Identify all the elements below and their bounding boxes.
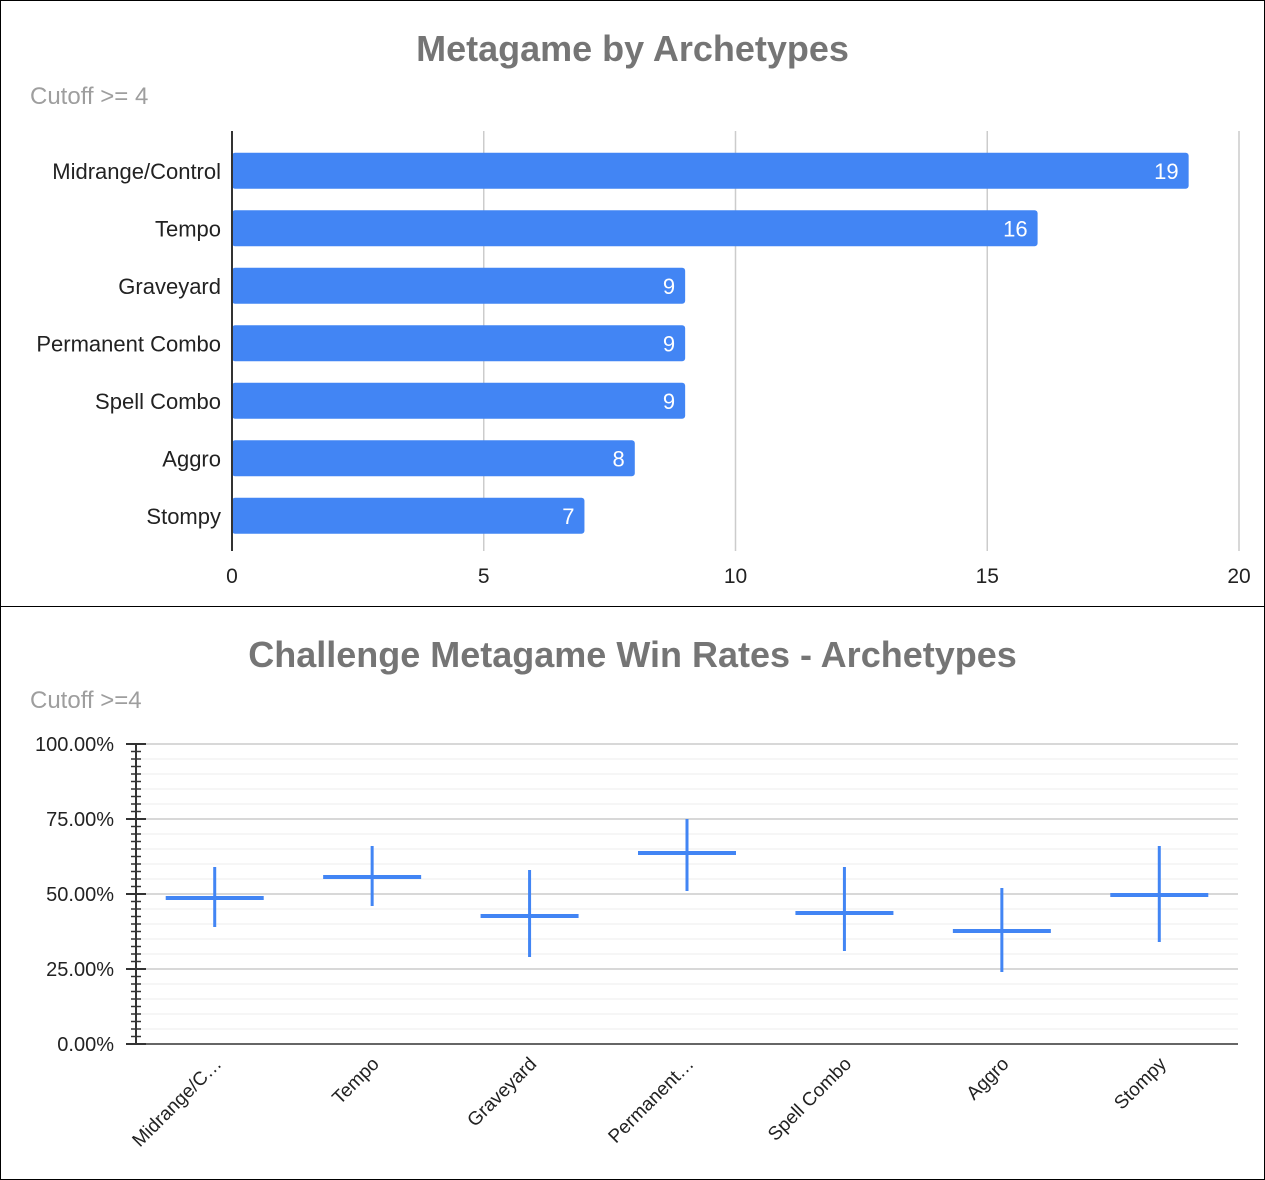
candle-y-tick-label: 100.00% bbox=[35, 734, 114, 756]
bar bbox=[232, 210, 1038, 247]
bar-data-label: 8 bbox=[613, 446, 625, 471]
bar-category-label: Spell Combo bbox=[95, 389, 221, 414]
candle-category-label: Stompy bbox=[1110, 1053, 1171, 1114]
metagame-bar-chart-panel: Metagame by Archetypes Cutoff >= 4 0 5 10 1… bbox=[0, 0, 1265, 607]
win-rate-candlestick-panel: Challenge Metagame Win Rates - Archetype… bbox=[0, 606, 1265, 1180]
candle-body bbox=[165, 896, 264, 900]
candle-category-label: Tempo bbox=[329, 1054, 384, 1109]
bar-data-label: 7 bbox=[562, 504, 574, 529]
candle-body bbox=[795, 911, 894, 915]
bar-x-tick-label: 0 bbox=[226, 565, 238, 588]
candle-category-label: Permanent… bbox=[605, 1054, 699, 1148]
bar bbox=[232, 152, 1189, 189]
bar-x-tick-label: 5 bbox=[478, 565, 490, 588]
candle-body bbox=[323, 875, 422, 879]
candle-category-label: Midrange/C… bbox=[129, 1054, 227, 1152]
candle-y-tick-label: 75.00% bbox=[46, 809, 114, 831]
candle-body bbox=[638, 851, 736, 855]
candle-category-label: Aggro bbox=[963, 1054, 1014, 1105]
bar bbox=[232, 325, 686, 362]
bar-chart-subtitle: Cutoff >= 4 bbox=[30, 83, 149, 110]
bar-x-tick-label: 15 bbox=[976, 565, 999, 588]
bar-category-label: Aggro bbox=[162, 446, 221, 471]
bar-data-label: 19 bbox=[1154, 159, 1178, 184]
bar bbox=[232, 497, 585, 534]
candle-y-tick-label: 0.00% bbox=[57, 1034, 114, 1056]
bar-category-label: Midrange/Control bbox=[52, 159, 221, 184]
bar-category-label: Tempo bbox=[155, 216, 221, 241]
bar-x-tick-label: 10 bbox=[724, 565, 747, 588]
bar bbox=[232, 267, 686, 304]
candle-body bbox=[480, 914, 579, 918]
bar-category-label: Permanent Combo bbox=[36, 331, 221, 356]
bar-data-label: 9 bbox=[663, 274, 675, 299]
candlestick-chart-subtitle: Cutoff >=4 bbox=[30, 687, 142, 714]
bar bbox=[232, 382, 686, 419]
bar-data-label: 9 bbox=[663, 331, 675, 356]
candle-body bbox=[952, 929, 1051, 933]
candle-category-label: Spell Combo bbox=[764, 1054, 856, 1146]
bar-category-label: Graveyard bbox=[118, 274, 221, 299]
bar-data-label: 16 bbox=[1003, 216, 1027, 241]
bar-chart-plot: 0 5 10 15 20 Midrange/Control 19 Tempo 16 Graveya… bbox=[36, 131, 1251, 588]
bar-x-tick-label: 20 bbox=[1227, 565, 1250, 588]
candlestick-chart-plot: 0.00% 25.00% 50.00% 75.00% 100.00% Midrange/C… bbox=[35, 734, 1238, 1152]
candlestick-chart-title: Challenge Metagame Win Rates - Archetype… bbox=[248, 634, 1017, 675]
bar-data-label: 9 bbox=[663, 389, 675, 414]
candle-category-label: Graveyard bbox=[464, 1054, 542, 1132]
bar bbox=[232, 440, 635, 477]
candle-y-tick-label: 25.00% bbox=[46, 959, 114, 981]
candle-body bbox=[1110, 893, 1209, 897]
bar-chart-title: Metagame by Archetypes bbox=[416, 28, 849, 69]
bar-category-label: Stompy bbox=[146, 504, 221, 529]
candle-y-tick-label: 50.00% bbox=[46, 884, 114, 906]
